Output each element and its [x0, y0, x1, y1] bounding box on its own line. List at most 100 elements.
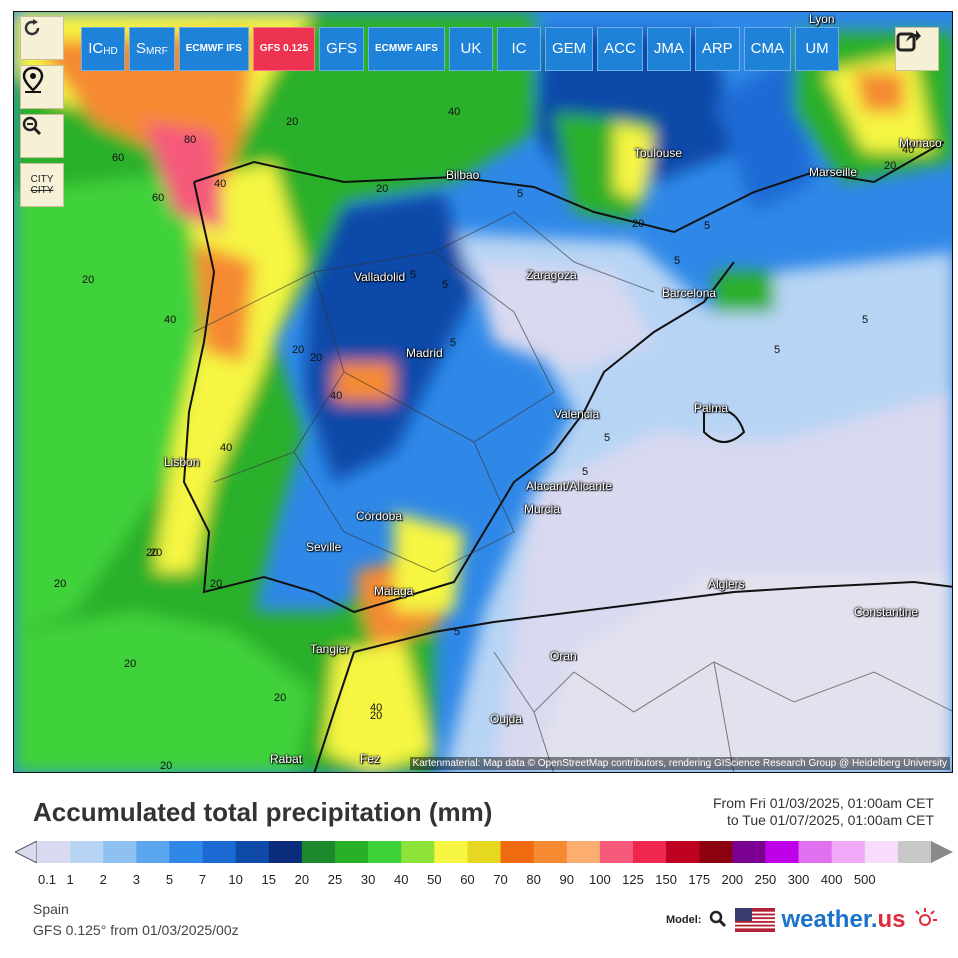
city-label-strike: CITY: [30, 185, 54, 196]
city-name: Málaga: [374, 584, 414, 598]
city-label[interactable]: Fez: [360, 752, 380, 766]
legend-swatch: [500, 841, 535, 863]
brand-accent: us: [877, 906, 906, 933]
city-label[interactable]: Toulouse: [634, 146, 682, 160]
refresh-button[interactable]: [20, 16, 64, 60]
contour-label: 20: [160, 760, 173, 772]
period-to: to Tue 01/07/2025, 01:00am CET: [726, 812, 934, 828]
model-button[interactable]: UK: [448, 27, 493, 71]
contour-label: 5: [604, 432, 611, 444]
legend-tick: 1: [66, 872, 74, 887]
contour-label: 20: [274, 692, 287, 704]
legend-tick: 30: [360, 872, 376, 887]
city-toggle-button[interactable]: CITY CITY: [20, 163, 64, 207]
model-button[interactable]: IC HD: [81, 27, 125, 71]
legend-swatch: [70, 841, 104, 863]
city-label[interactable]: Algiers: [708, 577, 745, 591]
precipitation-map[interactable]: CITY CITY IC HD S MRF ECMWF IFS GFS 0.125 GFS E…: [13, 11, 953, 773]
city-label[interactable]: Constantine: [854, 605, 918, 619]
map-canvas: [14, 12, 952, 772]
city-label[interactable]: Barcelona: [662, 286, 716, 300]
city-label[interactable]: Valladolid: [354, 270, 405, 284]
sun-icon: [914, 908, 937, 926]
legend-tick: 80: [526, 872, 541, 887]
contour-label: 60: [152, 192, 165, 204]
city-label[interactable]: Seville: [306, 540, 341, 554]
legend-swatch: [831, 841, 866, 863]
contour-label: 20: [210, 578, 223, 590]
model-button[interactable]: GFS 0.125: [252, 27, 316, 71]
city-label[interactable]: Oujda: [490, 712, 522, 726]
city-label[interactable]: Zaragoza: [526, 268, 577, 282]
contour-label: 40: [220, 442, 233, 454]
model-button[interactable]: IC: [496, 27, 541, 71]
legend-swatch: [467, 841, 502, 863]
city-label[interactable]: Oran: [550, 649, 577, 663]
contour-label: 40: [214, 178, 227, 190]
legend-tick: 50: [427, 872, 442, 887]
legend-swatch: [434, 841, 468, 863]
model-button[interactable]: ECMWF IFS: [178, 27, 249, 71]
city-label: CITY: [30, 174, 54, 185]
model-button[interactable]: ECMWF AIFS: [368, 27, 445, 71]
city-label[interactable]: Bilbao: [446, 168, 479, 182]
city-name: Lyon: [809, 12, 835, 26]
color-legend: [15, 841, 953, 863]
city-name: Valencia: [554, 407, 600, 421]
city-name: Barcelona: [662, 286, 717, 300]
zoom-out-button[interactable]: [20, 114, 64, 158]
city-label[interactable]: Alacant/Alicante: [526, 479, 612, 493]
legend-swatch: [798, 841, 833, 863]
city-label[interactable]: Murcia: [524, 502, 560, 516]
contour-label: 20: [376, 183, 389, 195]
model-button-label: GFS: [326, 40, 357, 58]
model-button-label: UK: [460, 40, 482, 58]
city-label[interactable]: Lisbon: [164, 455, 199, 469]
city-label[interactable]: Málaga: [374, 584, 413, 598]
city-label[interactable]: Marseille: [809, 165, 857, 179]
model-button[interactable]: ARP: [694, 27, 740, 71]
legend-tick: 10: [228, 872, 243, 887]
model-button[interactable]: ACC: [597, 27, 643, 71]
city-label[interactable]: Valencia: [554, 407, 599, 421]
legend-tick: 300: [787, 872, 810, 887]
model-button-sub: HD: [103, 45, 118, 57]
legend-tick: 175: [688, 872, 711, 887]
contour-label: 5: [674, 255, 681, 267]
city-label[interactable]: Palma: [694, 401, 728, 415]
city-name: Oran: [550, 649, 577, 663]
brand-block[interactable]: Model: weather.us: [666, 906, 938, 934]
legend-swatch: [301, 841, 336, 863]
model-button[interactable]: CMA: [743, 27, 791, 71]
legend-tick: 200: [721, 872, 744, 887]
us-flag-icon: [735, 908, 776, 932]
legend-tick: 500: [853, 872, 876, 887]
legend-swatch: [633, 841, 667, 863]
legend-tick: 40: [393, 872, 409, 887]
legend-swatch: [169, 841, 204, 863]
city-label[interactable]: Madrid: [406, 346, 443, 360]
legend-swatch: [401, 841, 435, 863]
share-button[interactable]: [895, 27, 939, 71]
location-button[interactable]: [20, 65, 64, 109]
model-toolbar: IC HD S MRF ECMWF IFS GFS 0.125 GFS ECMWF AIFS U…: [81, 27, 839, 71]
contour-label: 5: [582, 466, 589, 478]
legend-swatch: [897, 841, 932, 863]
city-label[interactable]: Monaco: [899, 136, 942, 150]
model-button[interactable]: UM: [795, 27, 839, 71]
city-label[interactable]: Lyon: [809, 12, 835, 26]
map-attribution[interactable]: Kartenmaterial: Map data © OpenStreetMap…: [409, 757, 950, 770]
model-button[interactable]: GFS: [319, 27, 364, 71]
city-label[interactable]: Tangier: [310, 642, 349, 656]
city-label[interactable]: Rabat: [270, 752, 302, 766]
legend-swatch: [533, 841, 568, 863]
model-button-label: GFS 0.125: [259, 42, 309, 54]
model-button[interactable]: GEM: [544, 27, 594, 71]
city-name: Toulouse: [634, 146, 683, 160]
legend-tick: 400: [820, 872, 843, 887]
city-label[interactable]: Córdoba: [356, 509, 402, 523]
model-button[interactable]: S MRF: [129, 27, 175, 71]
legend-swatch: [864, 841, 899, 863]
search-hd-icon: [710, 910, 727, 928]
model-button[interactable]: JMA: [646, 27, 691, 71]
